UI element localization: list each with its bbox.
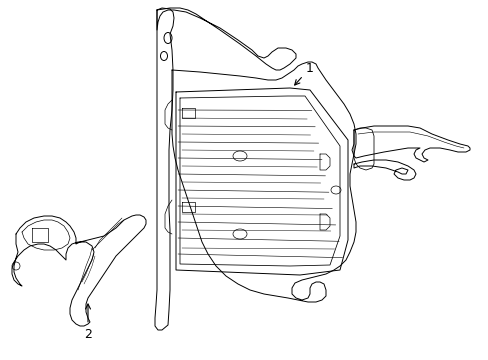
Polygon shape: [319, 214, 329, 230]
Polygon shape: [182, 108, 195, 118]
Polygon shape: [155, 8, 174, 330]
Polygon shape: [182, 202, 195, 212]
Polygon shape: [353, 160, 415, 180]
Polygon shape: [353, 128, 373, 170]
Polygon shape: [172, 62, 355, 302]
Polygon shape: [319, 154, 329, 170]
Text: 2: 2: [84, 304, 92, 341]
Polygon shape: [351, 126, 469, 162]
Polygon shape: [157, 8, 295, 70]
Text: 1: 1: [294, 62, 313, 85]
Polygon shape: [32, 228, 48, 242]
Polygon shape: [12, 215, 146, 326]
